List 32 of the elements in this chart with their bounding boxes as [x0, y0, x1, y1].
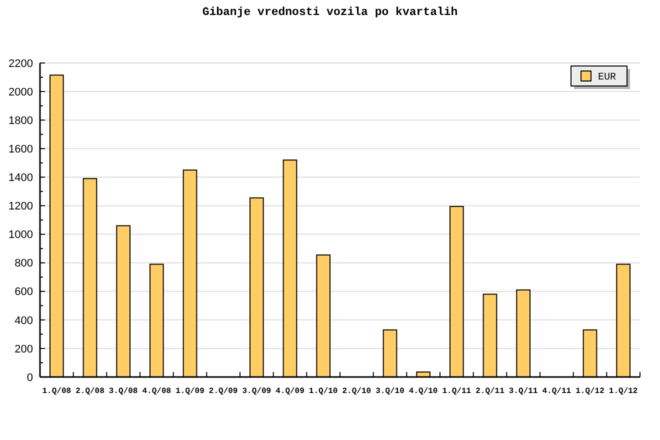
y-tick-label: 800 — [14, 258, 33, 270]
y-tick-label: 1200 — [8, 200, 33, 213]
y-tick-label: 1600 — [8, 143, 33, 156]
y-tick-label: 200 — [14, 343, 33, 356]
x-tick-label: 2.Q/10 — [342, 387, 372, 396]
x-tick-label: 1.Q/09 — [176, 387, 205, 396]
x-tick-label: 2.Q/11 — [476, 387, 505, 396]
y-tick-label: 0 — [26, 372, 33, 384]
x-tick-label: 4.Q/09 — [276, 387, 305, 396]
x-tick-label: 2.Q/09 — [208, 387, 238, 396]
x-tick-label: 3.Q/09 — [242, 387, 272, 396]
x-tick-label: 1.Q/08 — [42, 387, 72, 396]
x-tick-label: 1.Q/12 — [608, 387, 638, 396]
x-tick-label: 4.Q/08 — [142, 387, 172, 396]
y-tick-label: 1400 — [8, 172, 33, 184]
y-tick-label: 400 — [14, 314, 33, 327]
y-tick-label: 1800 — [8, 114, 33, 127]
y-tick-label: 2000 — [8, 86, 33, 98]
chart-title: Gibanje vrednosti vozila po kvartalih — [202, 6, 458, 19]
legend-label: EUR — [598, 72, 616, 84]
x-tick-label: 2.Q/08 — [76, 387, 105, 396]
x-tick-label: 1.Q/12 — [576, 387, 605, 396]
x-tick-label: 3.Q/11 — [508, 387, 538, 396]
x-tick-label: 4.Q/10 — [408, 387, 438, 396]
y-tick-label: 1000 — [8, 229, 33, 242]
x-tick-label: 3.Q/10 — [376, 387, 405, 396]
y-tick-label: 600 — [14, 286, 33, 298]
x-tick-label: 3.Q/08 — [108, 387, 138, 396]
x-tick-label: 4.Q/11 — [542, 387, 572, 396]
x-tick-label: 1.Q/11 — [442, 387, 472, 396]
y-tick-label: 2200 — [8, 58, 33, 70]
x-tick-label: 1.Q/10 — [308, 387, 338, 396]
